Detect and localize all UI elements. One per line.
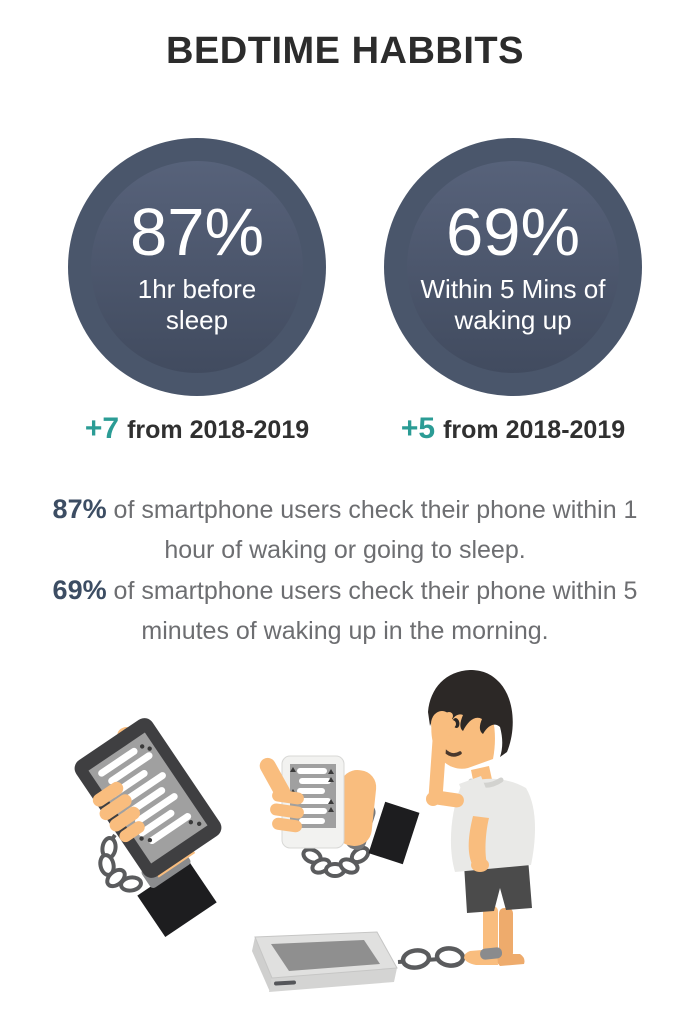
description-lead: 87%: [52, 494, 107, 524]
ankle-cuff-icon: [480, 947, 503, 960]
page-title: BEDTIME HABBITS: [166, 30, 524, 72]
description-line: 69% of smartphone users check their phon…: [0, 570, 690, 611]
stat-waking: 69% Within 5 Mins of waking up +5 from 20…: [384, 138, 642, 446]
description-rest: of smartphone users check their phone wi…: [106, 577, 638, 605]
sleeve-icon: [137, 860, 217, 938]
sleeve-icon: [368, 801, 420, 865]
chained-hand-with-tilted-phone-icon: [74, 718, 222, 938]
stats-row: 87% 1hr before sleep +7 from 2018-2019 69…: [0, 138, 690, 446]
stat-label: 1hr before sleep: [138, 274, 257, 336]
stat-label-line1: Within 5 Mins of: [420, 274, 606, 304]
thumb-icon: [259, 757, 291, 801]
stat-change: +7 from 2018-2019: [68, 412, 326, 446]
description-lead: 69%: [52, 575, 107, 605]
stat-value: 69%: [445, 195, 581, 270]
stat-label-line2: waking up: [454, 305, 572, 335]
ankle-chain-icon: [397, 946, 483, 970]
stat-circle-sleep: 87% 1hr before sleep: [68, 138, 326, 396]
stat-delta: +5: [400, 412, 436, 445]
stat-label: Within 5 Mins of waking up: [421, 274, 606, 336]
stat-value: 87%: [129, 195, 265, 270]
stat-sleep: 87% 1hr before sleep +7 from 2018-2019: [68, 138, 326, 446]
chained-hand-with-phone-icon: [259, 755, 420, 878]
stat-label-line1: 1hr before: [137, 274, 257, 304]
worried-boy-icon: [426, 670, 536, 966]
stat-change-suffix: from 2018-2019: [127, 416, 310, 444]
description-rest: of smartphone users check their phone wi…: [106, 496, 638, 524]
wrist-chain-icon: [98, 833, 143, 893]
description-line: hour of waking or going to sleep.: [164, 536, 526, 564]
stat-change-suffix: from 2018-2019: [443, 416, 626, 444]
description-line: minutes of waking up in the morning.: [141, 617, 549, 645]
phone-addiction-illustration: [74, 670, 536, 992]
stat-delta: +7: [84, 412, 120, 445]
description-line: 87% of smartphone users check their phon…: [0, 489, 690, 530]
stat-circle-waking: 69% Within 5 Mins of waking up: [384, 138, 642, 396]
stat-label-line2: sleep: [165, 305, 229, 335]
wrist-chain-icon: [301, 845, 371, 878]
description-text: 87% of smartphone users check their phon…: [0, 489, 690, 651]
tilted-phone-icon: [74, 718, 222, 878]
stat-change: +5 from 2018-2019: [384, 412, 642, 446]
tablet-chained-to-ankle-icon: [252, 931, 398, 992]
